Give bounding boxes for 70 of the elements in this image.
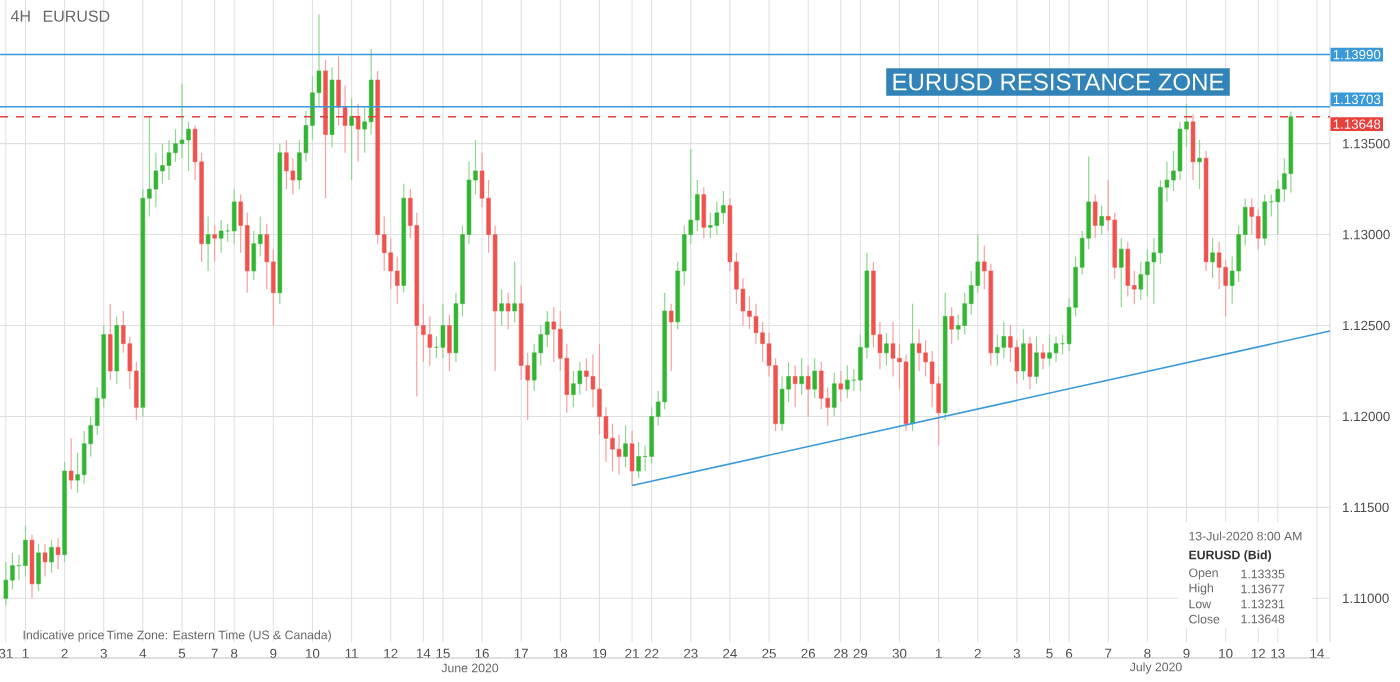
candlestick [42, 543, 48, 578]
candlestick [355, 103, 361, 163]
annotation: EURUSD RESISTANCE ZONE [893, 73, 1224, 91]
candlestick [1210, 237, 1215, 279]
candlestick [916, 328, 922, 372]
candlestick [114, 315, 119, 385]
candlestick [1021, 328, 1026, 381]
candlestick [551, 306, 557, 363]
candlestick [962, 292, 967, 336]
candlestick [512, 261, 517, 323]
candlestick [68, 437, 74, 490]
candlestick [649, 406, 654, 465]
candlestick [212, 224, 217, 263]
candlestick [571, 370, 576, 408]
candlestick [1040, 343, 1046, 370]
candlestick [1138, 261, 1144, 301]
candlestick [395, 255, 400, 305]
candlestick [1034, 335, 1039, 385]
candlestick [368, 48, 374, 136]
candlestick [949, 306, 954, 345]
candlestick [1256, 208, 1261, 250]
candlestick [1262, 193, 1267, 247]
candlestick [1190, 113, 1196, 181]
candlestick [29, 534, 35, 599]
candlestick [792, 364, 798, 408]
candlestick [264, 223, 270, 290]
candlestick [440, 303, 446, 359]
candlestick [629, 430, 635, 487]
candlestick [499, 288, 504, 327]
candlestick [23, 524, 28, 578]
candlestick [668, 303, 674, 372]
candlestick [812, 357, 817, 399]
candlestick [805, 364, 811, 418]
candlestick [1275, 179, 1281, 236]
candlestick [1001, 321, 1007, 359]
candlestick [505, 292, 511, 330]
text: 4H [10, 10, 30, 22]
candlestick [49, 539, 54, 574]
candlestick [636, 441, 641, 479]
candlestick [108, 303, 113, 381]
candlestick [1047, 334, 1052, 367]
candlestick [832, 372, 837, 418]
candlestick [838, 370, 844, 403]
candlestick [545, 310, 550, 348]
candlestick [1119, 237, 1124, 308]
candlestick [884, 332, 889, 367]
candlestick [701, 186, 707, 239]
candlestick [3, 561, 9, 607]
candlestick [349, 97, 354, 181]
candlestick [284, 139, 289, 190]
candlestick [1092, 193, 1098, 239]
text: EURUSD [43, 10, 110, 22]
candlestick [1197, 139, 1202, 190]
candlestick [845, 364, 850, 399]
candlestick [55, 537, 61, 570]
candlestick [695, 179, 700, 232]
candlestick [623, 424, 628, 468]
candlestick [205, 215, 211, 272]
candlestick [1027, 335, 1033, 390]
candlestick [231, 188, 237, 245]
candlestick [1125, 241, 1131, 298]
candlestick [1053, 335, 1059, 363]
candlestick [799, 357, 804, 396]
candlestick [714, 201, 720, 236]
candlestick [218, 219, 224, 254]
candlestick [251, 230, 256, 281]
candlestick [36, 543, 41, 592]
candlestick [447, 314, 452, 372]
candlestick [1099, 204, 1104, 236]
candlestick [1249, 197, 1254, 236]
